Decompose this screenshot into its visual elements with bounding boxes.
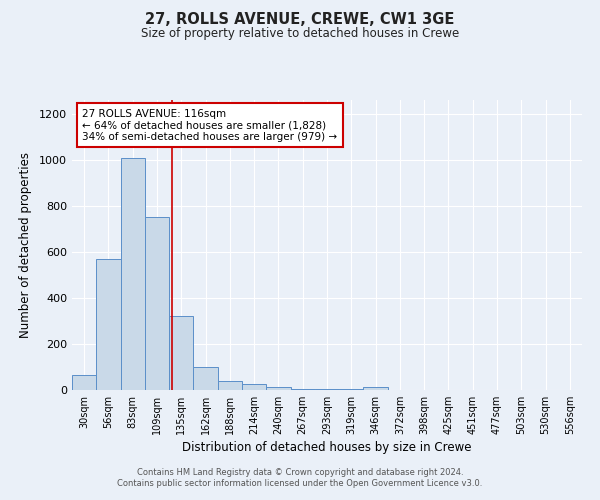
Text: Contains HM Land Registry data © Crown copyright and database right 2024.
Contai: Contains HM Land Registry data © Crown c… xyxy=(118,468,482,487)
Bar xyxy=(145,218,169,390)
Bar xyxy=(339,389,364,390)
Text: Size of property relative to detached houses in Crewe: Size of property relative to detached ho… xyxy=(141,28,459,40)
Bar xyxy=(315,389,339,390)
Bar xyxy=(242,384,266,390)
Bar xyxy=(169,316,193,390)
Bar xyxy=(290,389,315,390)
Y-axis label: Number of detached properties: Number of detached properties xyxy=(19,152,32,338)
Bar xyxy=(193,367,218,390)
Bar xyxy=(266,387,290,390)
Bar xyxy=(121,158,145,390)
Bar xyxy=(96,259,121,390)
Bar xyxy=(72,375,96,390)
Text: 27, ROLLS AVENUE, CREWE, CW1 3GE: 27, ROLLS AVENUE, CREWE, CW1 3GE xyxy=(145,12,455,28)
X-axis label: Distribution of detached houses by size in Crewe: Distribution of detached houses by size … xyxy=(182,441,472,454)
Text: 27 ROLLS AVENUE: 116sqm
← 64% of detached houses are smaller (1,828)
34% of semi: 27 ROLLS AVENUE: 116sqm ← 64% of detache… xyxy=(82,108,337,142)
Bar xyxy=(364,386,388,390)
Bar xyxy=(218,381,242,390)
